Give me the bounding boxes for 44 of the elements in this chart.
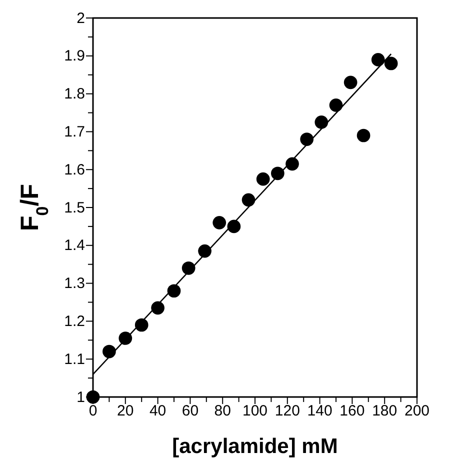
x-tick-label: 120	[274, 402, 300, 420]
y-tick-label: 1.6	[64, 161, 85, 178]
point	[134, 318, 148, 332]
point	[167, 284, 181, 298]
x-tick-label: 160	[340, 402, 365, 420]
x-tick-label: 200	[404, 402, 430, 420]
point	[371, 53, 385, 66]
y-tick-label: 1.5	[64, 199, 85, 216]
point	[182, 261, 196, 275]
point	[356, 128, 370, 142]
point	[227, 220, 241, 234]
point	[102, 344, 116, 358]
point	[344, 76, 358, 90]
point	[314, 116, 328, 129]
y-tick-label: 1.8	[64, 86, 85, 103]
x-tick-label: 20	[117, 402, 134, 420]
x-tick-label: 140	[307, 402, 332, 420]
point	[118, 332, 132, 345]
x-axis-title: [acrylamide] mM	[172, 435, 338, 458]
x-tick-label: 180	[372, 402, 398, 420]
y-tick-label: 2	[76, 10, 85, 27]
x-tick-label: 40	[149, 402, 166, 420]
y-tick-label: 1.3	[64, 275, 85, 292]
point	[286, 157, 299, 171]
x-tick-label: 60	[182, 402, 199, 420]
point	[300, 132, 314, 146]
point	[256, 172, 270, 186]
x-tick-label: 0	[88, 402, 98, 420]
point	[242, 193, 256, 207]
y-tick-label: 1	[76, 388, 85, 406]
point	[384, 56, 398, 70]
y-tick-label: 1.2	[64, 313, 85, 330]
point	[86, 390, 100, 404]
point	[329, 98, 343, 112]
y-tick-label: 1.1	[64, 350, 85, 368]
point	[212, 216, 226, 230]
y-tick-label: 1.9	[64, 48, 85, 65]
point	[271, 166, 284, 180]
y-tick-label: 1.4	[64, 237, 85, 254]
point	[198, 244, 212, 258]
x-tick-label: 80	[214, 402, 231, 420]
point	[151, 301, 164, 315]
x-tick-label: 100	[242, 402, 268, 420]
y-tick-label: 1.7	[64, 124, 85, 140]
